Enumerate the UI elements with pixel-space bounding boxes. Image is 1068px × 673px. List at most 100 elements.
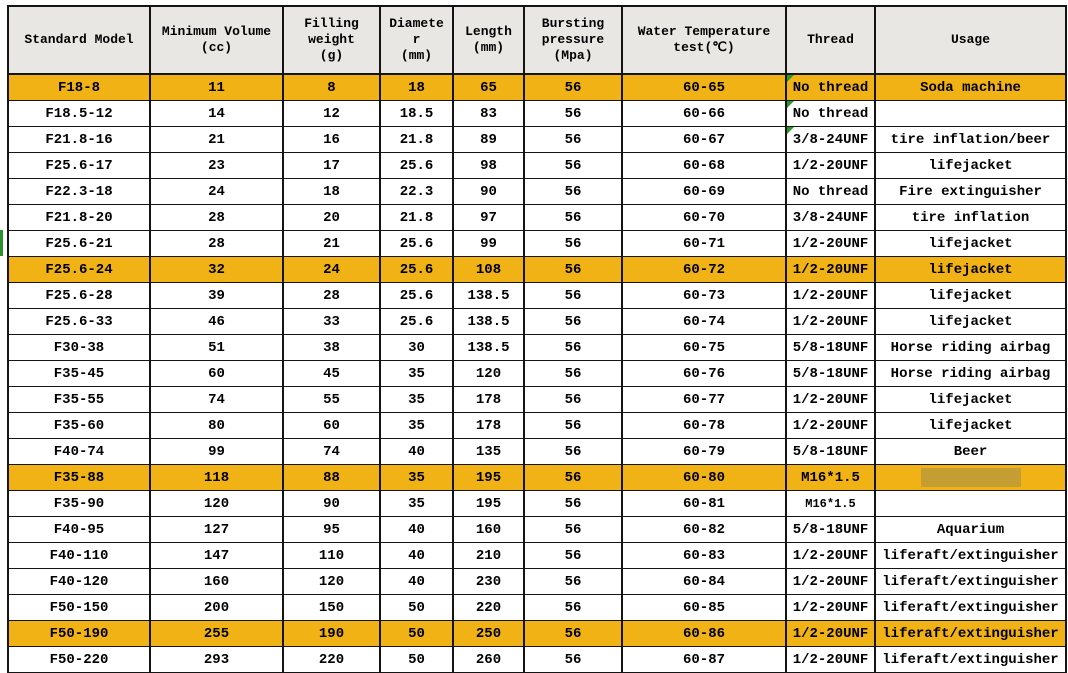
cell-length: 250 bbox=[452, 620, 525, 647]
cell-model: F35-88 bbox=[7, 464, 151, 491]
column-header-thread: Thread bbox=[785, 5, 876, 75]
cell-bursting-pressure: 56 bbox=[523, 516, 623, 543]
table-header: Standard Model Minimum Volume (cc) Filling… bbox=[7, 5, 1067, 75]
cell-diameter: 35 bbox=[379, 360, 454, 387]
cell-water-temp: 60-71 bbox=[621, 230, 787, 257]
column-header-diameter: Diamete r (mm) bbox=[379, 5, 454, 75]
cell-model: F25.6-33 bbox=[7, 308, 151, 335]
table-row: F35-55 74 55 35 178 56 60-77 1/2-20UNF lifejacke… bbox=[7, 386, 1067, 413]
cell-usage: lifejacket bbox=[874, 308, 1067, 335]
cell-usage: lifejacket bbox=[874, 256, 1067, 283]
cell-usage: Horse riding airbag bbox=[874, 360, 1067, 387]
cell-water-temp: 60-81 bbox=[621, 490, 787, 517]
cell-diameter: 18 bbox=[379, 73, 454, 101]
cell-diameter: 25.6 bbox=[379, 230, 454, 257]
cell-filling-weight: 88 bbox=[282, 464, 381, 491]
column-header-filling-weight: Filling weight (g) bbox=[282, 5, 381, 75]
comment-marker-icon bbox=[788, 101, 794, 108]
cell-filling-weight: 17 bbox=[282, 152, 381, 179]
cell-diameter: 35 bbox=[379, 386, 454, 413]
cell-diameter: 21.8 bbox=[379, 126, 454, 153]
cell-usage bbox=[874, 490, 1067, 517]
cell-filling-weight: 38 bbox=[282, 334, 381, 361]
cell-usage: tire inflation bbox=[874, 204, 1067, 231]
table-row: F18.5-12 14 12 18.5 83 56 60-66 No thread bbox=[7, 100, 1067, 127]
table-row: F50-220 293 220 50 260 56 60-87 1/2-20UNF lifera… bbox=[7, 646, 1067, 673]
cell-filling-weight: 55 bbox=[282, 386, 381, 413]
comment-marker-icon bbox=[788, 75, 794, 82]
redacted-text-block bbox=[920, 468, 1021, 487]
table-row: F22.3-18 24 18 22.3 90 56 60-69 No thread Fire e… bbox=[7, 178, 1067, 205]
cell-diameter: 35 bbox=[379, 464, 454, 491]
cell-diameter: 40 bbox=[379, 438, 454, 465]
cell-model: F35-90 bbox=[7, 490, 151, 517]
cell-min-volume: 23 bbox=[149, 152, 284, 179]
cell-model: F40-120 bbox=[7, 568, 151, 595]
cell-bursting-pressure: 56 bbox=[523, 308, 623, 335]
cell-length: 89 bbox=[452, 126, 525, 153]
header-row: Standard Model Minimum Volume (cc) Filling… bbox=[7, 5, 1067, 75]
cell-diameter: 50 bbox=[379, 594, 454, 621]
cell-bursting-pressure: 56 bbox=[523, 490, 623, 517]
table-body: F18-8 11 8 18 65 56 60-65 No thread Soda machine… bbox=[7, 73, 1067, 673]
cell-length: 90 bbox=[452, 178, 525, 205]
cell-filling-weight: 28 bbox=[282, 282, 381, 309]
table-row: F25.6-33 46 33 25.6 138.5 56 60-74 1/2-20UNF lif… bbox=[7, 308, 1067, 335]
table-row: F35-90 120 90 35 195 56 60-81 M16*1.5 bbox=[7, 490, 1067, 517]
cell-diameter: 25.6 bbox=[379, 308, 454, 335]
table-row: F40-120 160 120 40 230 56 60-84 1/2-20UNF lifera… bbox=[7, 568, 1067, 595]
cell-min-volume: 51 bbox=[149, 334, 284, 361]
table-row: F50-150 200 150 50 220 56 60-85 1/2-20UNF lifera… bbox=[7, 594, 1067, 621]
cell-bursting-pressure: 56 bbox=[523, 282, 623, 309]
cell-model: F40-95 bbox=[7, 516, 151, 543]
cell-filling-weight: 18 bbox=[282, 178, 381, 205]
cell-filling-weight: 220 bbox=[282, 646, 381, 673]
cell-bursting-pressure: 56 bbox=[523, 594, 623, 621]
cell-bursting-pressure: 56 bbox=[523, 360, 623, 387]
cell-water-temp: 60-82 bbox=[621, 516, 787, 543]
cell-model: F18-8 bbox=[7, 73, 151, 101]
cell-length: 160 bbox=[452, 516, 525, 543]
cell-min-volume: 21 bbox=[149, 126, 284, 153]
cell-water-temp: 60-75 bbox=[621, 334, 787, 361]
cell-thread: 3/8-24UNF bbox=[785, 126, 876, 153]
cell-thread: 1/2-20UNF bbox=[785, 646, 876, 673]
cell-min-volume: 255 bbox=[149, 620, 284, 647]
cell-length: 195 bbox=[452, 490, 525, 517]
cell-diameter: 50 bbox=[379, 620, 454, 647]
column-header-usage: Usage bbox=[874, 5, 1067, 75]
cell-filling-weight: 95 bbox=[282, 516, 381, 543]
cell-bursting-pressure: 56 bbox=[523, 230, 623, 257]
cell-bursting-pressure: 56 bbox=[523, 542, 623, 569]
cell-length: 83 bbox=[452, 100, 525, 127]
cell-filling-weight: 21 bbox=[282, 230, 381, 257]
cell-bursting-pressure: 56 bbox=[523, 100, 623, 127]
cell-thread: 1/2-20UNF bbox=[785, 282, 876, 309]
cell-thread: 5/8-18UNF bbox=[785, 360, 876, 387]
cell-min-volume: 118 bbox=[149, 464, 284, 491]
cell-diameter: 35 bbox=[379, 490, 454, 517]
cell-thread: M16*1.5 bbox=[785, 464, 876, 491]
cell-thread: No thread bbox=[785, 73, 876, 101]
cell-usage: tire inflation/beer bbox=[874, 126, 1067, 153]
cell-usage: Beer bbox=[874, 438, 1067, 465]
cell-water-temp: 60-84 bbox=[621, 568, 787, 595]
cell-length: 220 bbox=[452, 594, 525, 621]
table-row: F21.8-16 21 16 21.8 89 56 60-67 3/8-24UNF tire i… bbox=[7, 126, 1067, 153]
column-header-water-temp: Water Temperature test(℃) bbox=[621, 5, 787, 75]
cell-filling-weight: 45 bbox=[282, 360, 381, 387]
cell-thread: 1/2-20UNF bbox=[785, 386, 876, 413]
cell-filling-weight: 12 bbox=[282, 100, 381, 127]
row-left-green-mark bbox=[0, 230, 3, 256]
cell-length: 98 bbox=[452, 152, 525, 179]
cell-min-volume: 293 bbox=[149, 646, 284, 673]
cell-usage: liferaft/extinguisher bbox=[874, 646, 1067, 673]
table-row: F35-60 80 60 35 178 56 60-78 1/2-20UNF lifejacke… bbox=[7, 412, 1067, 439]
cell-length: 65 bbox=[452, 73, 525, 101]
cell-usage: lifejacket bbox=[874, 412, 1067, 439]
cell-model: F40-110 bbox=[7, 542, 151, 569]
cell-filling-weight: 33 bbox=[282, 308, 381, 335]
cell-filling-weight: 20 bbox=[282, 204, 381, 231]
cell-bursting-pressure: 56 bbox=[523, 386, 623, 413]
cell-min-volume: 14 bbox=[149, 100, 284, 127]
